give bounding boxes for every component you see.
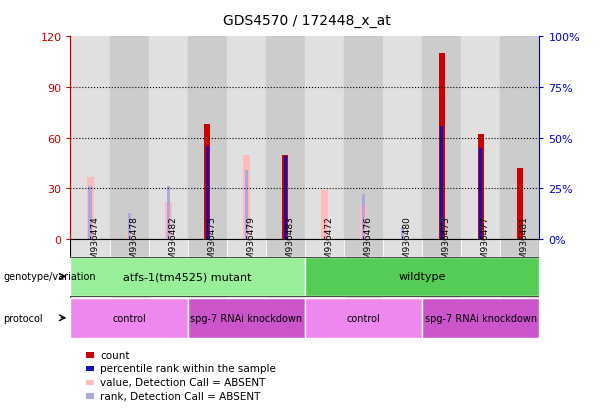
Bar (439, 54, 444, 240)
Bar (519, 171, 522, 240)
Bar (305, 257, 539, 297)
Text: GSM936473: GSM936473 (442, 216, 451, 270)
Bar (383, 240, 422, 306)
Text: GSM936478: GSM936478 (129, 216, 138, 270)
Text: GSM936482: GSM936482 (168, 216, 177, 270)
Bar (401, 228, 404, 240)
Bar (204, 125, 210, 240)
Bar (321, 191, 328, 240)
Bar (266, 240, 305, 306)
Bar (88, 187, 91, 240)
Bar (305, 298, 422, 338)
Bar (188, 37, 227, 240)
Bar (422, 298, 539, 338)
Bar (128, 213, 131, 240)
Text: protocol: protocol (3, 313, 43, 323)
Bar (440, 126, 443, 240)
Text: GSM936475: GSM936475 (207, 216, 216, 270)
Bar (227, 240, 266, 306)
Bar (149, 240, 188, 306)
Text: control: control (347, 313, 381, 323)
Text: wildtype: wildtype (398, 272, 446, 282)
Text: GSM936472: GSM936472 (324, 216, 333, 270)
Bar (165, 202, 172, 240)
Text: GSM936476: GSM936476 (364, 216, 373, 270)
Text: value, Detection Call = ABSENT: value, Detection Call = ABSENT (100, 377, 265, 387)
Text: GSM936483: GSM936483 (286, 216, 294, 270)
Bar (478, 135, 484, 240)
Bar (266, 37, 305, 240)
Bar (284, 157, 287, 240)
Bar (422, 240, 462, 306)
Text: atfs-1(tm4525) mutant: atfs-1(tm4525) mutant (123, 272, 252, 282)
Bar (517, 169, 523, 240)
Text: GDS4570 / 172448_x_at: GDS4570 / 172448_x_at (223, 14, 390, 28)
Bar (462, 240, 500, 306)
Bar (126, 233, 132, 240)
Bar (110, 240, 149, 306)
Text: rank, Detection Call = ABSENT: rank, Detection Call = ABSENT (100, 391, 261, 401)
Bar (206, 147, 209, 240)
Bar (86, 177, 94, 240)
Bar (110, 37, 149, 240)
Bar (360, 206, 367, 240)
Text: GSM936477: GSM936477 (481, 216, 490, 270)
Bar (188, 240, 227, 306)
Bar (462, 37, 500, 240)
Text: spg-7 RNAi knockdown: spg-7 RNAi knockdown (425, 313, 537, 323)
Bar (305, 37, 344, 240)
Text: control: control (112, 313, 146, 323)
Bar (362, 195, 365, 240)
Text: GSM936481: GSM936481 (520, 216, 529, 270)
Bar (70, 240, 110, 306)
Text: GSM936480: GSM936480 (403, 216, 412, 270)
Text: GSM936479: GSM936479 (246, 216, 256, 270)
Text: GSM936474: GSM936474 (90, 216, 99, 270)
Bar (422, 37, 462, 240)
Text: spg-7 RNAi knockdown: spg-7 RNAi knockdown (190, 313, 302, 323)
Bar (70, 257, 305, 297)
Bar (188, 298, 305, 338)
Text: percentile rank within the sample: percentile rank within the sample (100, 363, 276, 373)
Text: count: count (100, 350, 129, 360)
Bar (479, 148, 482, 240)
Bar (227, 37, 266, 240)
Bar (500, 37, 539, 240)
Bar (70, 37, 110, 240)
Bar (344, 240, 383, 306)
Bar (243, 155, 250, 240)
Bar (206, 163, 209, 240)
Bar (344, 37, 383, 240)
Bar (283, 155, 288, 240)
Bar (305, 240, 344, 306)
Bar (167, 187, 170, 240)
Bar (245, 171, 248, 240)
Bar (70, 298, 188, 338)
Text: genotype/variation: genotype/variation (3, 272, 96, 282)
Bar (500, 240, 539, 306)
Bar (149, 37, 188, 240)
Bar (383, 37, 422, 240)
